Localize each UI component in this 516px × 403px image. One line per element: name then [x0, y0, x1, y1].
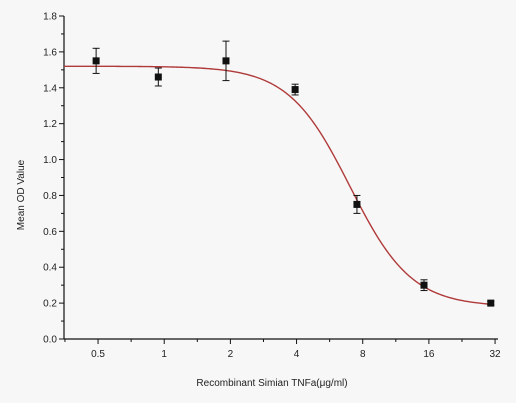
- data-point: [222, 41, 229, 80]
- x-tick-label: 32: [490, 349, 502, 360]
- square-marker: [487, 300, 494, 307]
- y-tick-label: 0.0: [43, 335, 57, 346]
- x-tick-label: 8: [360, 349, 366, 360]
- x-axis-label: Recombinant Simian TNFa(μg/ml): [196, 378, 347, 389]
- data-point: [353, 195, 360, 213]
- y-axis-label: Mean OD Value: [16, 159, 27, 230]
- data-point: [487, 300, 494, 307]
- data-points-layer: [93, 41, 495, 306]
- data-point: [93, 48, 100, 73]
- x-tick-label: 1: [161, 349, 167, 360]
- data-point: [292, 84, 299, 95]
- data-point: [155, 68, 162, 86]
- y-tick-label: 0.6: [43, 227, 57, 238]
- x-tick-label: 2: [228, 349, 234, 360]
- x-tick-label: 16: [423, 349, 435, 360]
- x-tick-label: 0.5: [91, 349, 105, 360]
- square-marker: [93, 57, 100, 64]
- y-tick-label: 0.8: [43, 191, 57, 202]
- y-tick-label: 1.2: [43, 119, 57, 130]
- fit-curve: [64, 66, 491, 304]
- square-marker: [222, 57, 229, 64]
- y-tick-label: 0.4: [43, 263, 57, 274]
- y-tick-label: 1.4: [43, 83, 57, 94]
- square-marker: [353, 201, 360, 208]
- y-tick-label: 1.8: [43, 12, 57, 23]
- y-tick-label: 1.0: [43, 155, 57, 166]
- fit-curve-layer: [64, 66, 491, 304]
- square-marker: [292, 86, 299, 93]
- x-tick-label: 4: [294, 349, 300, 360]
- square-marker: [420, 282, 427, 289]
- y-tick-label: 1.6: [43, 47, 57, 58]
- chart-axes: 0.0 0.2 0.4 0.6 0.8 1.0 1.2 1.4 1.6 1.8 0.5 1 2 4 8 16 3…: [43, 12, 501, 361]
- square-marker: [155, 74, 162, 81]
- y-tick-label: 0.2: [43, 299, 57, 310]
